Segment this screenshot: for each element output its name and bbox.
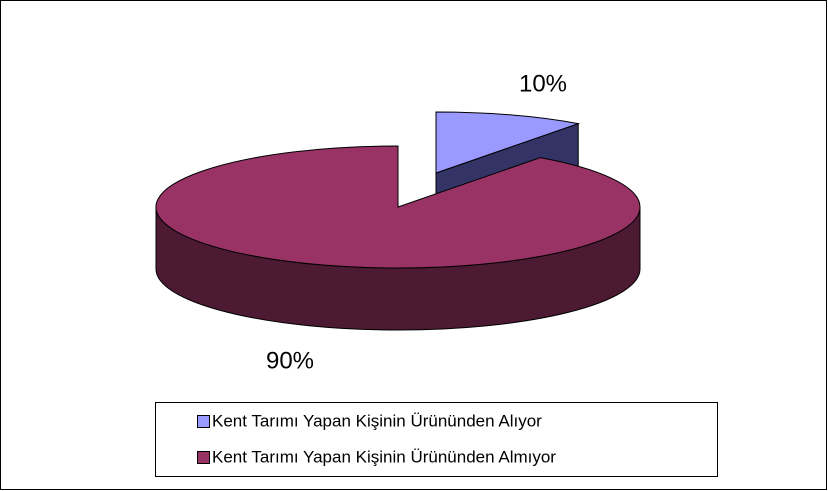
slice (155, 145, 641, 269)
legend-label: Kent Tarımı Yapan Kişinin Ürününden Alıy… (212, 411, 542, 430)
slice (435, 111, 581, 174)
legend-label: Kent Tarımı Yapan Kişinin Ürününden Almı… (212, 447, 556, 466)
legend-swatch (197, 415, 210, 428)
pie (155, 111, 641, 331)
legend (155, 402, 718, 477)
value-label: 10% (519, 70, 567, 97)
legend-swatch (197, 451, 210, 464)
value-label: 90% (266, 347, 314, 374)
